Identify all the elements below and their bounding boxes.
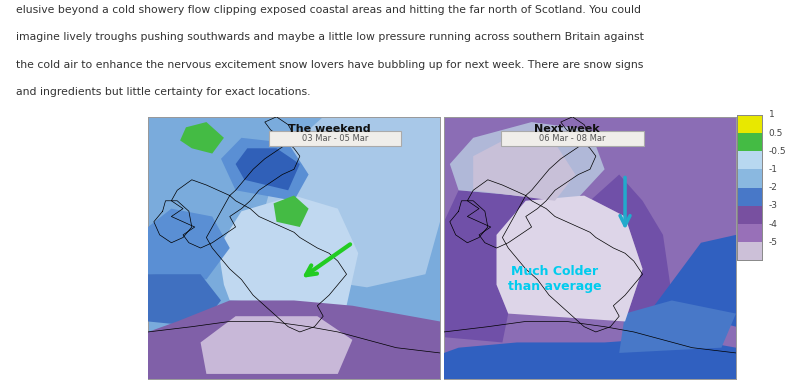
FancyBboxPatch shape: [269, 131, 401, 146]
Text: The weekend: The weekend: [288, 124, 370, 134]
Polygon shape: [619, 300, 736, 353]
Polygon shape: [148, 274, 221, 327]
Polygon shape: [450, 122, 605, 201]
Polygon shape: [221, 138, 309, 201]
Text: -1: -1: [769, 165, 778, 174]
Polygon shape: [654, 235, 736, 327]
Bar: [737, 242, 762, 260]
Bar: [737, 169, 762, 188]
Polygon shape: [180, 122, 224, 154]
Polygon shape: [444, 175, 672, 342]
Text: 1: 1: [769, 110, 774, 119]
Text: -5: -5: [769, 238, 778, 247]
Polygon shape: [236, 148, 300, 190]
Bar: [737, 133, 762, 151]
Text: -2: -2: [769, 183, 778, 192]
Text: -4: -4: [769, 219, 778, 229]
Bar: [737, 115, 762, 133]
Text: Much Colder
than average: Much Colder than average: [508, 265, 602, 293]
Polygon shape: [265, 117, 440, 287]
Text: 03 Mar - 05 Mar: 03 Mar - 05 Mar: [302, 134, 368, 143]
Text: elusive beyond a cold showery flow clipping exposed coastal areas and hitting th: elusive beyond a cold showery flow clipp…: [16, 5, 641, 15]
Polygon shape: [497, 195, 642, 321]
Text: imagine lively troughs pushing southwards and maybe a little low pressure runnin: imagine lively troughs pushing southward…: [16, 32, 644, 42]
Text: Next week: Next week: [534, 124, 599, 134]
FancyBboxPatch shape: [501, 131, 644, 146]
Bar: [737, 188, 762, 206]
Polygon shape: [474, 138, 575, 201]
Polygon shape: [274, 195, 309, 227]
Bar: [737, 224, 762, 242]
Polygon shape: [444, 337, 736, 379]
Text: the cold air to enhance the nervous excitement snow lovers have bubbling up for : the cold air to enhance the nervous exci…: [16, 60, 643, 70]
Text: -0.5: -0.5: [769, 147, 786, 156]
Polygon shape: [148, 300, 440, 379]
Bar: [737, 151, 762, 169]
Polygon shape: [148, 209, 230, 280]
Text: -3: -3: [769, 201, 778, 210]
Polygon shape: [218, 195, 358, 306]
Polygon shape: [201, 316, 353, 374]
Bar: [737, 206, 762, 224]
Text: 0.5: 0.5: [769, 129, 783, 137]
Text: 06 Mar - 08 Mar: 06 Mar - 08 Mar: [539, 134, 606, 143]
Text: and ingredients but little certainty for exact locations.: and ingredients but little certainty for…: [16, 87, 310, 97]
